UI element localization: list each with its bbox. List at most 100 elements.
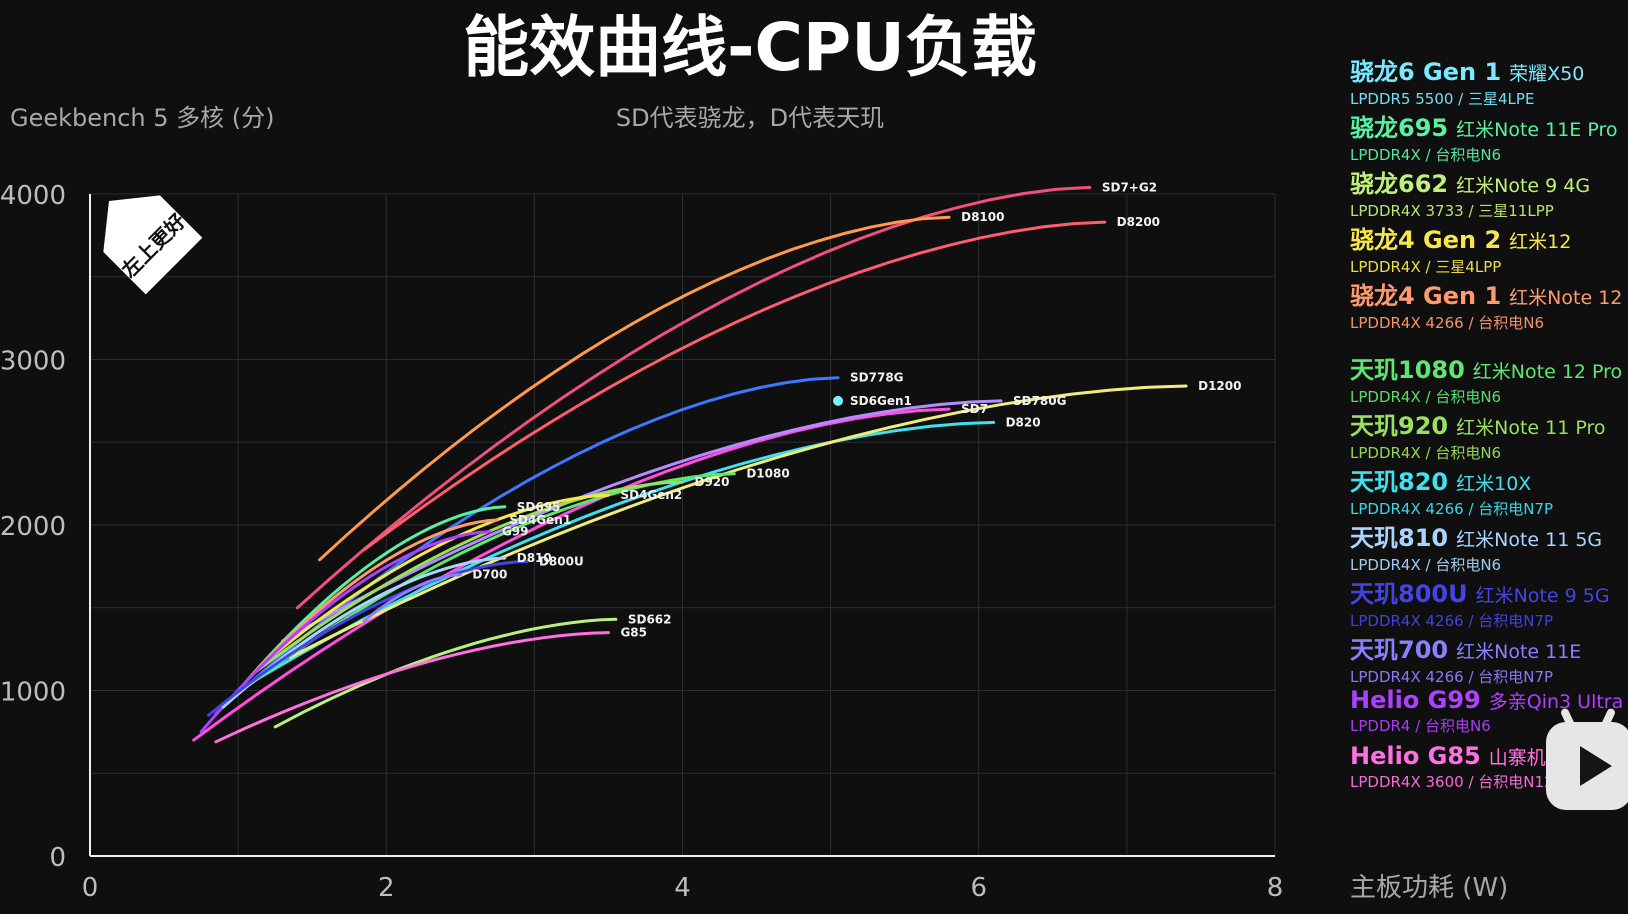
legend-item: Helio G99 多亲Qin3 Ultra LPDDR4 / 台积电N6 [1350, 686, 1628, 742]
legend-spec: LPDDR5 5500 / 三星4LPE [1350, 90, 1535, 108]
x-axis-label: 主板功耗 (W) [1350, 873, 1508, 903]
video-play-button[interactable] [1546, 707, 1628, 810]
legend-device: 山寨机 [1488, 747, 1546, 769]
series-lines [192, 185, 1188, 744]
legend-item: 天玑820 红米10X LPDDR4X 4266 / 台积电N7P [1350, 462, 1628, 518]
legend-device: 红米Note 11 5G [1456, 529, 1603, 551]
series-line-d8200 [362, 220, 1107, 552]
series-label-sd7: SD7 [961, 402, 988, 416]
series-label-d810: D810 [517, 551, 552, 565]
legend-spec: LPDDR4 / 台积电N6 [1350, 717, 1491, 735]
legend-device: 多亲Qin3 Ultra [1488, 691, 1624, 713]
legend-chip-name: 天玑810 [1350, 524, 1449, 552]
series-line-sd7+g2 [295, 185, 1092, 610]
legend-spec: LPDDR4X / 台积电N6 [1350, 146, 1502, 164]
legend-device: 红米12 [1509, 231, 1572, 253]
better-badge: 左上更好 [103, 195, 203, 295]
series-label-sd778g: SD778G [850, 371, 904, 385]
legend-item: 天玑920 红米Note 11 Pro LPDDR4X / 台积电N6 [1350, 406, 1628, 462]
series-label-sd4gen1: SD4Gen1 [509, 513, 571, 527]
legend-spec: LPDDR4X 4266 / 台积电N7P [1350, 500, 1554, 518]
series-line-sd4gen1 [251, 518, 499, 676]
series-label-sd695: SD695 [517, 500, 561, 514]
series-label-d1080: D1080 [746, 467, 789, 481]
series-labels: SD7+G2 D8100 D8200 SD778G SD7 SD780G D820 D1200… [472, 180, 1241, 639]
legend-chip-name: Helio G85 [1350, 742, 1481, 770]
chart-subtitle: SD代表骁龙，D代表天玑 [616, 104, 884, 132]
legend-item: 骁龙4 Gen 2 红米12 LPDDR4X / 三星4LPP [1350, 220, 1628, 276]
legend-spec: LPDDR4X 4266 / 台积电N7P [1350, 612, 1554, 630]
legend-spec: LPDDR4X 4266 / 台积电N6 [1350, 314, 1545, 332]
y-tick-label: 2000 [0, 512, 66, 542]
legend-chip-name: Helio G99 [1350, 686, 1481, 714]
legend-spec: LPDDR4X / 台积电N6 [1350, 556, 1502, 574]
legend-chip-name: 骁龙4 Gen 2 [1350, 226, 1502, 254]
legend-device: 荣耀X50 [1509, 63, 1585, 85]
legend-item: 骁龙695 红米Note 11E Pro LPDDR4X / 台积电N6 [1350, 108, 1628, 164]
series-label-d920: D920 [695, 475, 730, 489]
legend-item: 骁龙662 红米Note 9 4G LPDDR4X 3733 / 三星11LPP [1350, 164, 1628, 220]
legend-spec: LPDDR4X / 台积电N6 [1350, 444, 1502, 462]
series-label-sd662: SD662 [628, 612, 672, 626]
series-label-d700: D700 [472, 568, 507, 582]
series-line-sd695 [244, 505, 507, 684]
legend-chip-name: 天玑800U [1350, 580, 1468, 608]
legend-device: 红米Note 12 5G [1509, 287, 1628, 309]
legend-device: 红米Note 9 5G [1475, 585, 1610, 607]
series-line-d1200 [288, 384, 1188, 659]
legend-item: 天玑700 红米Note 11E LPDDR4X 4266 / 台积电N7P [1350, 630, 1628, 686]
legend-item: 骁龙6 Gen 1 荣耀X50 LPDDR5 5500 / 三星4LPE [1350, 52, 1628, 108]
y-tick-label: 3000 [0, 347, 66, 377]
series-label-d820: D820 [1006, 415, 1041, 429]
legend-device: 红米Note 12 Pro [1472, 361, 1623, 383]
legend-chip-name: 天玑920 [1350, 412, 1449, 440]
x-tick-label: 4 [674, 873, 691, 903]
x-tick-label: 2 [378, 873, 395, 903]
y-axis-label: Geekbench 5 多核 (分) [10, 104, 275, 132]
series-label-g99: G99 [502, 525, 529, 539]
legend-device: 红米Note 11E Pro [1456, 119, 1618, 141]
legend-item: 骁龙4 Gen 1 红米Note 12 5G LPDDR4X 4266 / 台积电N… [1350, 276, 1628, 332]
series-line-sd780g [281, 399, 1003, 643]
legend-chip-name: 天玑820 [1350, 468, 1449, 496]
legend-device: 红米Note 11E [1456, 641, 1582, 663]
legend-item: 天玑810 红米Note 11 5G LPDDR4X / 台积电N6 [1350, 518, 1628, 574]
legend-chip-name: 天玑700 [1350, 636, 1449, 664]
x-tick-label: 6 [970, 873, 987, 903]
series-label-sd4gen2: SD4Gen2 [620, 488, 682, 502]
legend: 骁龙6 Gen 1 荣耀X50 LPDDR5 5500 / 三星4LPE 骁龙695 红… [1350, 52, 1628, 798]
legend-spec: LPDDR4X 4266 / 台积电N7P [1350, 668, 1554, 686]
legend-item: 天玑800U 红米Note 9 5G LPDDR4X 4266 / 台积电N7P [1350, 574, 1628, 630]
legend-chip-name: 骁龙662 [1350, 170, 1449, 198]
legend-spec: LPDDR4X / 三星4LPP [1350, 258, 1502, 276]
y-tick-label: 1000 [0, 678, 66, 708]
series-line-sd7 [192, 407, 951, 742]
legend-device: 红米10X [1456, 473, 1532, 495]
legend-chip-name: 骁龙6 Gen 1 [1350, 58, 1502, 86]
legend-device: 红米Note 9 4G [1456, 175, 1591, 197]
series-label-d1200: D1200 [1198, 379, 1241, 393]
series-line-d920 [251, 480, 684, 676]
x-tick-label: 0 [82, 873, 99, 903]
legend-chip-name: 天玑1080 [1350, 356, 1465, 384]
series-line-d800u [207, 559, 529, 717]
series-line-d700 [362, 573, 462, 623]
data-point-sd6gen1 [833, 395, 844, 406]
series-label-sd780g: SD780G [1013, 394, 1067, 408]
y-tick-label: 0 [49, 843, 66, 873]
point-label-sd6gen1: SD6Gen1 [850, 394, 912, 408]
series-line-d820 [236, 420, 996, 692]
legend-item: Helio G85 山寨机 LPDDR4X 3600 / 台积电N12 [1350, 742, 1628, 798]
legend-device: 红米Note 11 Pro [1456, 417, 1606, 439]
y-tick-label: 4000 [0, 181, 66, 211]
grid: 0 1000 2000 3000 4000 0 2 4 6 8 [0, 181, 1283, 903]
legend-item: 天玑1080 红米Note 12 Pro LPDDR4X / 台积电N6 [1350, 350, 1628, 406]
series-line-sd4gen2 [258, 493, 610, 668]
legend-chip-name: 骁龙695 [1350, 114, 1449, 142]
series-label-d800u: D800U [539, 554, 584, 568]
series-line-g99 [199, 530, 492, 734]
series-line-d8100 [318, 215, 951, 562]
x-tick-label: 8 [1267, 873, 1284, 903]
series-line-g85 [214, 631, 610, 744]
